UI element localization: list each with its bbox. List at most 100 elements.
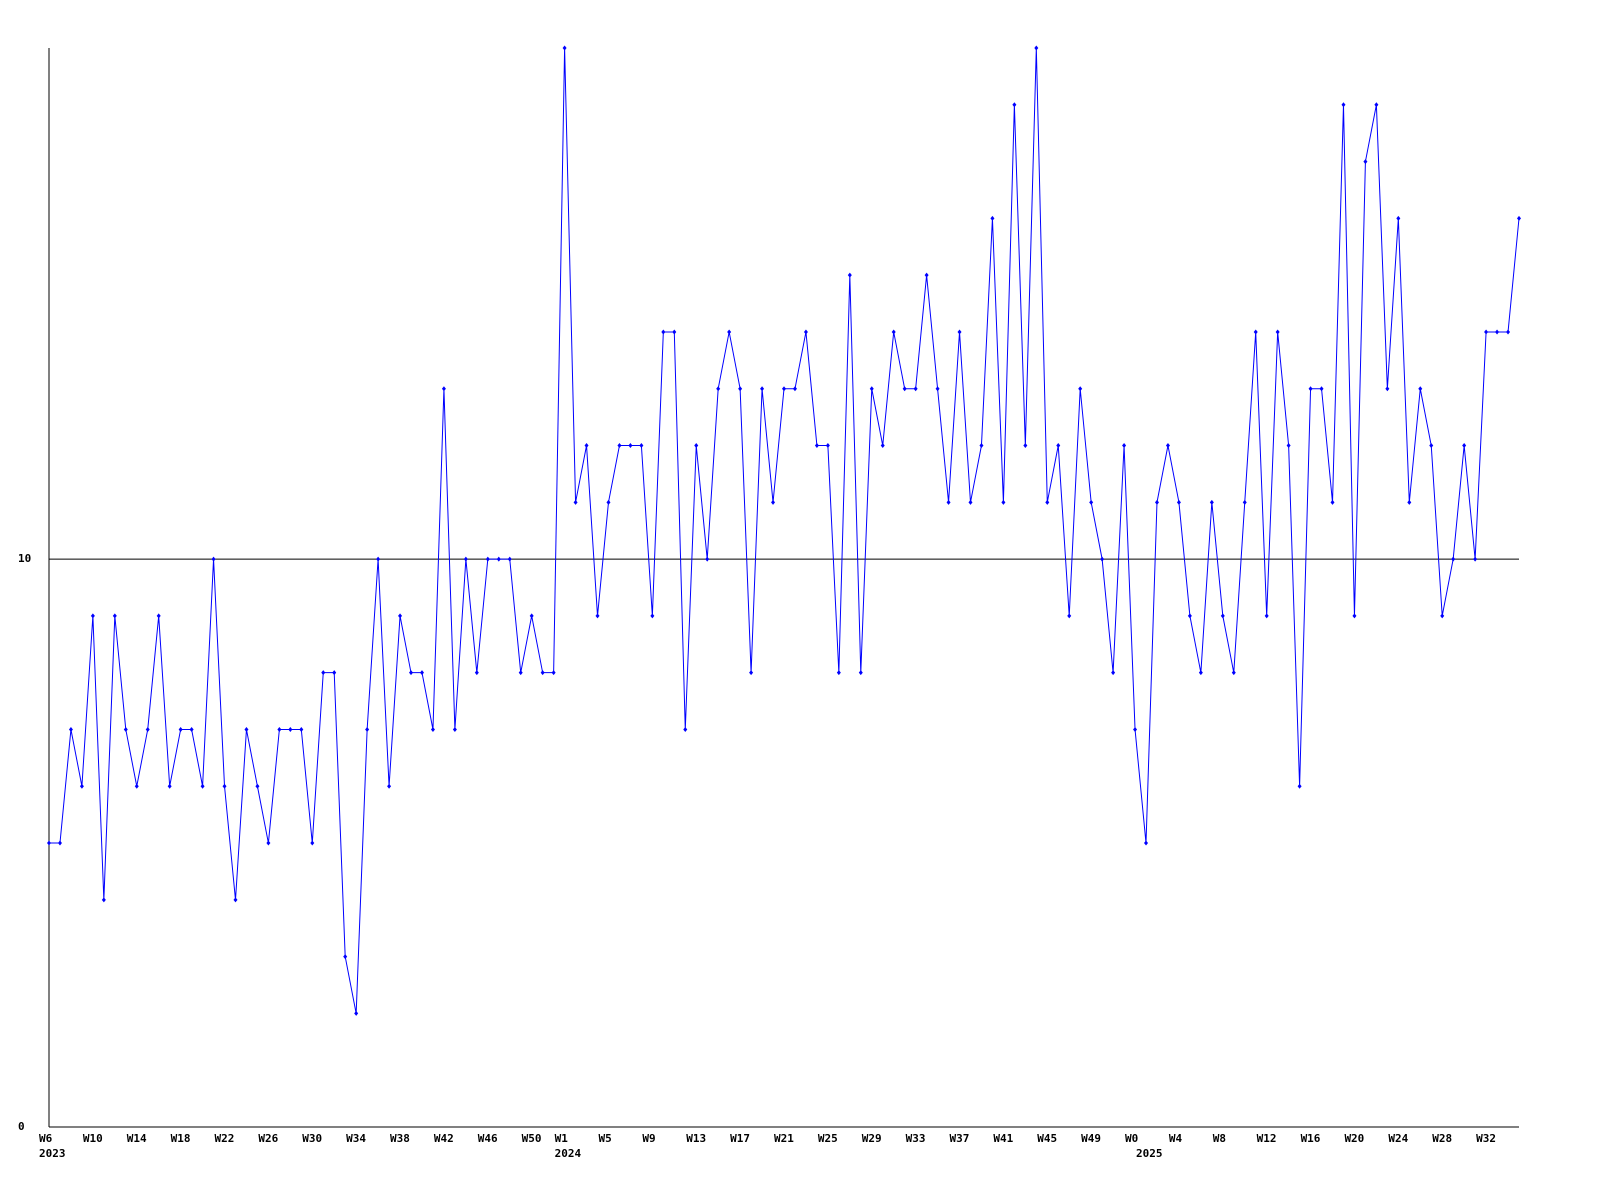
data-point (310, 840, 315, 846)
data-point (387, 783, 392, 789)
data-point (891, 329, 896, 335)
data-point (430, 726, 435, 732)
data-point (847, 272, 852, 278)
data-point (1429, 443, 1434, 449)
x-tick-label: W32 (1476, 1132, 1496, 1145)
x-tick-label: W6 (39, 1132, 53, 1145)
x-tick-label: W42 (434, 1132, 454, 1145)
x-tick-label: W33 (906, 1132, 926, 1145)
x-tick-label: W1 (555, 1132, 569, 1145)
data-point (1374, 102, 1379, 108)
data-point (1100, 556, 1105, 562)
data-point (869, 386, 874, 392)
data-point (595, 613, 600, 619)
x-tick-label: W5 (598, 1132, 611, 1145)
data-point (1473, 556, 1478, 562)
data-point (782, 386, 786, 392)
data-point (288, 726, 293, 732)
data-point (858, 670, 863, 676)
x-year-label: 2023 (39, 1147, 66, 1160)
y-tick-label: 0 (18, 1120, 25, 1133)
data-point (573, 499, 578, 505)
data-point (551, 670, 556, 676)
data-point (1495, 329, 1500, 335)
data-point (913, 386, 918, 392)
data-point (617, 443, 622, 449)
data-point (694, 443, 699, 449)
data-point (200, 783, 205, 789)
data-point (1165, 443, 1170, 449)
data-point (1264, 613, 1269, 619)
data-point (57, 840, 62, 846)
data-point (957, 329, 962, 335)
data-point (727, 329, 732, 335)
data-point (452, 726, 457, 732)
data-point (1352, 613, 1357, 619)
x-tick-label: W28 (1432, 1132, 1452, 1145)
data-point (343, 954, 348, 960)
data-point (1231, 670, 1236, 676)
data-point (705, 556, 710, 562)
data-point (639, 443, 644, 449)
data-point (1363, 159, 1368, 165)
x-tick-label: W12 (1257, 1132, 1277, 1145)
data-point (156, 613, 161, 619)
data-point (1111, 670, 1116, 676)
x-tick-label: W24 (1388, 1132, 1408, 1145)
x-tick-label: W17 (730, 1132, 750, 1145)
data-point (101, 897, 106, 903)
y-tick-label: 10 (18, 552, 31, 565)
data-point (584, 443, 589, 449)
data-point (1144, 840, 1149, 846)
data-point (1396, 215, 1401, 221)
data-point (1517, 215, 1521, 221)
data-point (990, 215, 995, 221)
data-point (398, 613, 403, 619)
data-point (145, 726, 150, 732)
data-point (902, 386, 907, 392)
x-tick-label: W13 (686, 1132, 706, 1145)
data-point (123, 726, 128, 732)
x-tick-label: W26 (258, 1132, 278, 1145)
data-point (1462, 443, 1467, 449)
x-year-label: 2024 (555, 1147, 582, 1160)
data-point (1154, 499, 1159, 505)
x-tick-label: W8 (1213, 1132, 1226, 1145)
data-point (1297, 783, 1302, 789)
data-point (683, 726, 688, 732)
data-point (716, 386, 721, 392)
data-point (1034, 45, 1039, 51)
data-point (1330, 499, 1335, 505)
x-tick-label: W0 (1125, 1132, 1138, 1145)
data-point (825, 443, 830, 449)
data-point (760, 386, 765, 392)
data-point (1319, 386, 1324, 392)
data-point (90, 613, 95, 619)
data-point (1078, 386, 1083, 392)
data-point (167, 783, 172, 789)
x-tick-label: W30 (302, 1132, 322, 1145)
data-point (1341, 102, 1346, 108)
data-point (211, 556, 216, 562)
data-point (661, 329, 666, 335)
data-point (1407, 499, 1412, 505)
data-point (178, 726, 183, 732)
data-point (189, 726, 194, 732)
data-point (1242, 499, 1247, 505)
x-tick-label: W4 (1169, 1132, 1183, 1145)
data-point (474, 670, 479, 676)
data-point (1012, 102, 1017, 108)
data-point (562, 45, 567, 51)
data-point (134, 783, 139, 789)
data-point (233, 897, 238, 903)
x-tick-label: W16 (1301, 1132, 1321, 1145)
data-point (1187, 613, 1192, 619)
data-point (277, 726, 282, 732)
data-point (299, 726, 304, 732)
data-point (354, 1010, 359, 1016)
x-tick-label: W22 (215, 1132, 235, 1145)
data-point (792, 386, 797, 392)
data-point (79, 783, 84, 789)
data-point (507, 556, 512, 562)
data-point (409, 670, 414, 676)
